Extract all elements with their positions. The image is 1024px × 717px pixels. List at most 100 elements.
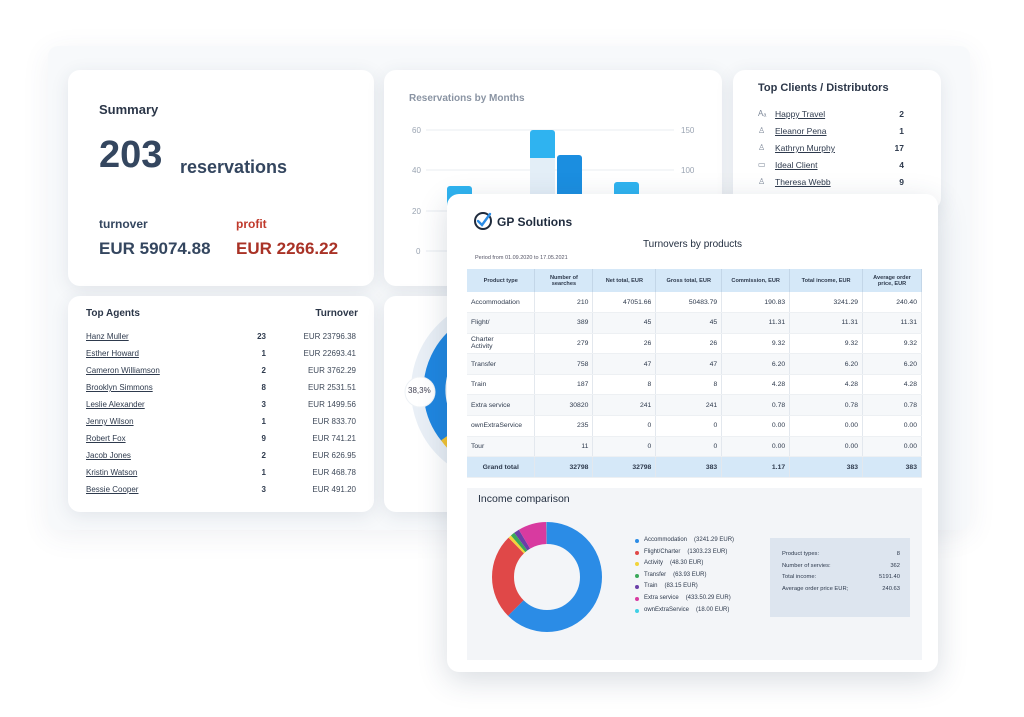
donut-slice bbox=[492, 522, 602, 632]
table-cell: 9.32 bbox=[862, 333, 922, 355]
table-cell: 11 bbox=[534, 436, 594, 458]
client-name[interactable]: Theresa Webb bbox=[775, 177, 831, 187]
col-product-type: Product type bbox=[467, 269, 536, 292]
table-row: Tour 11 0 0 0.00 0.00 0.00 bbox=[467, 436, 922, 458]
client-name[interactable]: Eleanor Pena bbox=[775, 126, 827, 136]
legend-item: Train (83.15 EUR) bbox=[635, 583, 734, 595]
legend-item: ownExtraService (18.00 EUR) bbox=[635, 607, 734, 619]
table-cell: 389 bbox=[534, 312, 594, 334]
table-row: Charter Activity 279 26 26 9.32 9.32 9.32 bbox=[467, 333, 922, 355]
y2-tick-150: 150 bbox=[681, 126, 695, 135]
legend-amount: (18.00 EUR) bbox=[696, 606, 730, 613]
y2-tick-100: 100 bbox=[681, 166, 695, 175]
table-cell: 279 bbox=[534, 333, 594, 355]
report-period: Period from 01.09.2020 to 17.05.2021 bbox=[475, 255, 568, 261]
table-cell: 0.00 bbox=[721, 436, 791, 458]
table-cell: Charter Activity bbox=[467, 333, 536, 355]
top-agents-card: Top Agents Turnover Hanz Muller 23 EUR 237… bbox=[68, 296, 374, 512]
agent-turnover: EUR 1499.56 bbox=[307, 400, 356, 409]
agent-row[interactable]: Jacob Jones 2 EUR 626.95 bbox=[86, 451, 356, 465]
legend-amount: (83.15 EUR) bbox=[664, 583, 698, 590]
legend-item: Accommodation (3241.29 EUR) bbox=[635, 537, 734, 549]
table-cell: 3241.29 bbox=[789, 292, 864, 314]
table-cell: 47051.66 bbox=[592, 292, 657, 314]
agent-name[interactable]: Robert Fox bbox=[86, 434, 126, 443]
donut-slice bbox=[492, 522, 602, 632]
client-row[interactable]: ♙ Theresa Webb 9 bbox=[758, 177, 904, 191]
legend-amount: (3241.29 EUR) bbox=[694, 537, 735, 543]
client-name[interactable]: Kathryn Murphy bbox=[775, 143, 835, 153]
client-name[interactable]: Ideal Client bbox=[775, 160, 818, 170]
agent-row[interactable]: Leslie Alexander 3 EUR 1499.56 bbox=[86, 400, 356, 414]
legend-item: Extra service (433.50.29 EUR) bbox=[635, 595, 734, 607]
agent-row[interactable]: Jenny Wilson 1 EUR 833.70 bbox=[86, 417, 356, 431]
income-legend: Accommodation (3241.29 EUR) Flight/Charter… bbox=[635, 537, 734, 618]
table-cell: 6.20 bbox=[789, 353, 864, 375]
briefcase-icon: ▭ bbox=[758, 160, 766, 169]
agent-row[interactable]: Brooklyn Simmons 8 EUR 2531.51 bbox=[86, 383, 356, 397]
table-cell: 0.78 bbox=[862, 394, 922, 417]
table-cell: Train bbox=[467, 374, 536, 396]
table-cell: 6.20 bbox=[721, 353, 791, 375]
table-cell: 0.00 bbox=[789, 436, 864, 458]
legend-label: Activity bbox=[644, 560, 664, 567]
client-count: 2 bbox=[899, 109, 904, 119]
table-row: Extra service 30820 241 241 0.78 0.78 0.78 bbox=[467, 394, 922, 417]
months-chart-title: Reservations by Months bbox=[409, 93, 525, 104]
legend-item: Transfer (63.93 EUR) bbox=[635, 572, 734, 584]
table-cell: 4.28 bbox=[862, 374, 922, 396]
agent-name[interactable]: Bessie Cooper bbox=[86, 485, 139, 494]
legend-item: Flight/Charter (1303.23 EUR) bbox=[635, 549, 734, 561]
income-comparison-panel: Income comparison Accommodation (3241.29 … bbox=[467, 488, 922, 660]
legend-dot-icon bbox=[635, 596, 639, 601]
reservations-count: 203 bbox=[99, 134, 163, 176]
legend-dot-icon bbox=[635, 550, 639, 555]
agent-name[interactable]: Jacob Jones bbox=[86, 451, 131, 460]
legend-amount: (48.30 EUR) bbox=[670, 560, 704, 567]
agent-row[interactable]: Esther Howard 1 EUR 22693.41 bbox=[86, 349, 356, 363]
stat-label: Number of servies: bbox=[782, 562, 831, 569]
gp-solutions-logo-icon bbox=[474, 212, 492, 230]
stat-row: Average order price EUR; 240.63 bbox=[782, 586, 900, 598]
table-cell: 0 bbox=[655, 436, 723, 458]
agent-name[interactable]: Kristin Watson bbox=[86, 468, 138, 477]
report-title: Turnovers by products bbox=[642, 239, 743, 250]
client-row[interactable]: ▭ Ideal Client 4 bbox=[758, 160, 904, 174]
table-cell: 30820 bbox=[534, 394, 594, 417]
agent-row[interactable]: Kristin Watson 1 EUR 468.78 bbox=[86, 468, 356, 482]
agent-turnover: EUR 3762.29 bbox=[307, 366, 356, 375]
agent-row[interactable]: Robert Fox 9 EUR 741.21 bbox=[86, 434, 356, 448]
agent-name[interactable]: Leslie Alexander bbox=[86, 400, 145, 409]
agent-turnover: EUR 626.95 bbox=[312, 451, 356, 460]
table-cell: 758 bbox=[534, 353, 594, 375]
table-cell: 0.00 bbox=[862, 436, 922, 458]
y-tick-60: 60 bbox=[412, 126, 421, 135]
agent-name[interactable]: Cameron Williamson bbox=[86, 366, 160, 375]
table-cell: 9.32 bbox=[789, 333, 864, 355]
stat-value: 8 bbox=[896, 551, 900, 557]
client-row[interactable]: ♙ Kathryn Murphy 17 bbox=[758, 143, 904, 157]
table-row: Accommodation 210 47051.66 50483.79 190.83 32… bbox=[467, 292, 922, 314]
reservations-label: reservations bbox=[180, 157, 288, 177]
agent-name[interactable]: Jenny Wilson bbox=[86, 417, 134, 426]
table-cell: Transfer bbox=[467, 353, 536, 375]
table-cell: 0.00 bbox=[721, 415, 791, 437]
client-row[interactable]: ♙ Eleanor Pena 1 bbox=[758, 126, 904, 140]
table-cell: 187 bbox=[534, 374, 594, 396]
agent-name[interactable]: Brooklyn Simmons bbox=[86, 383, 153, 392]
agent-row[interactable]: Hanz Muller 23 EUR 23796.38 bbox=[86, 332, 356, 346]
client-count: 9 bbox=[899, 177, 904, 187]
profit-label: profit bbox=[236, 217, 267, 231]
client-row[interactable]: Aₐ Happy Travel 2 bbox=[758, 109, 904, 123]
table-cell: Tour bbox=[467, 436, 536, 458]
stat-label: Average order price EUR; bbox=[782, 585, 849, 592]
agent-row[interactable]: Cameron Williamson 2 EUR 3762.29 bbox=[86, 366, 356, 380]
agent-count: 3 bbox=[261, 485, 266, 494]
legend-dot-icon bbox=[635, 585, 639, 590]
stat-label: Total income: bbox=[782, 574, 817, 581]
agent-row[interactable]: Bessie Cooper 3 EUR 491.20 bbox=[86, 485, 356, 499]
agent-name[interactable]: Hanz Muller bbox=[86, 332, 129, 341]
client-name[interactable]: Happy Travel bbox=[775, 109, 826, 119]
agent-name[interactable]: Esther Howard bbox=[86, 349, 139, 358]
agent-count: 23 bbox=[257, 332, 266, 341]
